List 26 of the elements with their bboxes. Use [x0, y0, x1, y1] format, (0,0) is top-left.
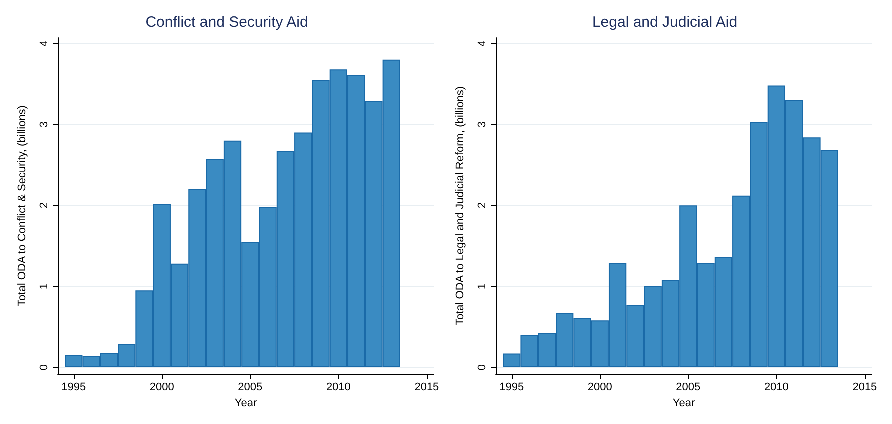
x-tick-label: 2015 [852, 382, 878, 394]
chart-title: Legal and Judicial Aid [592, 14, 738, 31]
y-tick-label: 3 [476, 122, 488, 128]
x-tick-label: 2005 [676, 382, 701, 394]
y-tick-label: 1 [38, 283, 50, 290]
x-tick-label: 2010 [764, 382, 789, 394]
chart-title: Conflict and Security Aid [146, 14, 308, 31]
y-tick-label: 0 [38, 364, 50, 371]
y-axis-title: Total ODA to Legal and Judicial Reform, (billions) [454, 86, 466, 326]
y-tick-label: 2 [476, 202, 488, 209]
y-tick-label: 4 [476, 40, 488, 47]
x-tick-label: 1995 [62, 382, 86, 394]
y-tick-label: 1 [476, 283, 488, 290]
x-tick-label: 2000 [150, 382, 174, 394]
y-tick-label: 3 [38, 122, 50, 128]
y-tick-label: 4 [38, 40, 50, 47]
x-tick-label: 2015 [414, 382, 440, 394]
x-tick-label: 2000 [588, 382, 612, 394]
x-tick-label: 2005 [238, 382, 263, 394]
x-axis-title: Year [234, 397, 258, 410]
x-axis-title: Year [672, 397, 696, 410]
x-tick-label: 1995 [500, 382, 524, 394]
y-axis-title: Total ODA to Conflict & Security, (billions) [16, 106, 28, 306]
x-tick-label: 2010 [326, 382, 351, 394]
y-tick-label: 0 [476, 364, 488, 371]
y-tick-label: 2 [38, 202, 50, 209]
